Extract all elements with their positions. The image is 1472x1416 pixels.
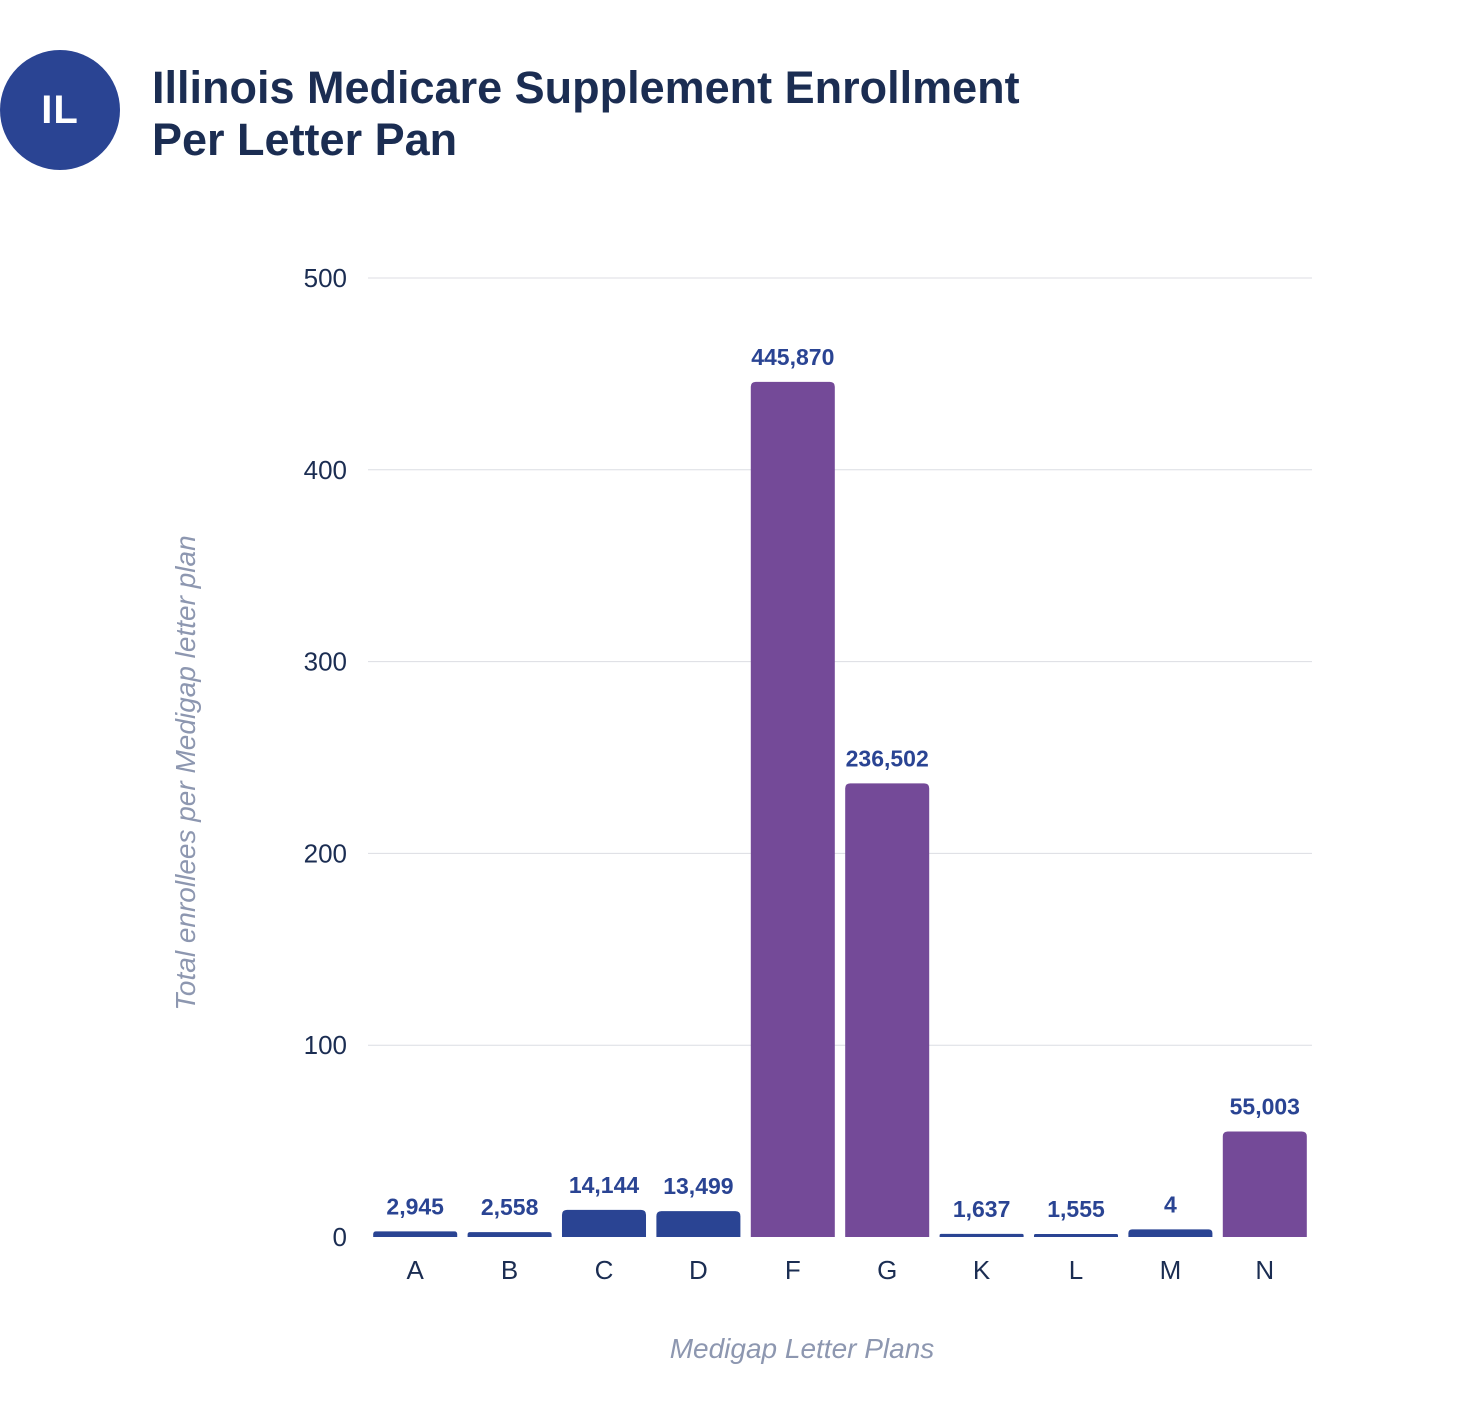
- bar-a: [373, 1231, 458, 1237]
- data-label-k: 1,637: [953, 1196, 1011, 1222]
- x-tick-label: F: [785, 1255, 801, 1285]
- y-axis-title: Total enrollees per Medigap letter plan: [170, 535, 201, 1010]
- data-label-a: 2,945: [386, 1193, 444, 1219]
- x-tick-label: C: [595, 1255, 614, 1285]
- y-tick-label: 300: [304, 647, 347, 677]
- data-labels: 2,945 2,558 14,144 13,499 445,870 236,502 1,63…: [386, 344, 1300, 1222]
- bar-g: [845, 783, 930, 1237]
- data-label-b: 2,558: [481, 1194, 539, 1220]
- x-tick-label: M: [1160, 1255, 1182, 1285]
- state-badge: IL: [0, 50, 120, 170]
- chart-title-line-1: Illinois Medicare Supplement Enrollment: [152, 62, 1020, 113]
- x-tick-label: A: [407, 1255, 425, 1285]
- data-label-n: 55,003: [1230, 1094, 1300, 1120]
- y-tick-label: 100: [304, 1030, 347, 1060]
- data-label-l: 1,555: [1047, 1196, 1105, 1222]
- x-tick-label: K: [973, 1255, 991, 1285]
- y-tick-label: 200: [304, 838, 347, 868]
- data-label-d: 13,499: [663, 1173, 733, 1199]
- data-label-f: 445,870: [751, 344, 834, 370]
- x-tick-label: D: [689, 1255, 708, 1285]
- bar-m: [1128, 1229, 1213, 1237]
- x-tick-label: B: [501, 1255, 518, 1285]
- bar-d: [656, 1211, 741, 1237]
- y-tick-label: 400: [304, 455, 347, 485]
- x-tick-label: G: [877, 1255, 897, 1285]
- bar-c: [561, 1209, 647, 1237]
- bar-l: [1033, 1234, 1119, 1237]
- bar-n: [1222, 1131, 1307, 1237]
- bar-f: [750, 381, 835, 1237]
- y-axis-ticks: 0 100 200 300 400 500: [304, 263, 347, 1252]
- grid-lines: [368, 277, 1312, 1046]
- data-label-m: 4: [1164, 1191, 1177, 1217]
- x-axis-title: Medigap Letter Plans: [670, 1333, 935, 1364]
- chart-title-line-2: Per Letter Pan: [152, 114, 458, 165]
- x-tick-label: L: [1069, 1255, 1083, 1285]
- y-tick-label: 0: [333, 1222, 347, 1252]
- x-tick-label: N: [1255, 1255, 1274, 1285]
- bar-b: [467, 1232, 552, 1237]
- bar-k: [939, 1233, 1024, 1237]
- bars: [373, 381, 1307, 1237]
- chart-title: Illinois Medicare Supplement Enrollment …: [152, 62, 1152, 166]
- data-label-g: 236,502: [846, 745, 929, 771]
- y-tick-label: 500: [304, 263, 347, 293]
- data-label-c: 14,144: [569, 1172, 640, 1198]
